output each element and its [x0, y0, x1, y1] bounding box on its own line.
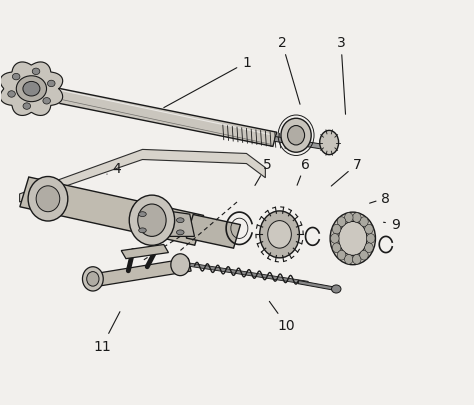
Text: 5: 5 — [255, 157, 272, 186]
Ellipse shape — [338, 222, 367, 256]
Ellipse shape — [288, 126, 305, 145]
Ellipse shape — [176, 230, 184, 235]
Polygon shape — [186, 215, 240, 249]
Ellipse shape — [331, 285, 341, 293]
Ellipse shape — [268, 221, 292, 249]
Polygon shape — [89, 259, 191, 288]
Ellipse shape — [139, 228, 146, 233]
Text: 3: 3 — [337, 36, 346, 115]
Polygon shape — [121, 245, 168, 259]
Ellipse shape — [12, 74, 20, 81]
Text: 10: 10 — [269, 302, 295, 333]
Ellipse shape — [171, 254, 190, 276]
Text: 1: 1 — [164, 56, 251, 109]
Ellipse shape — [366, 234, 375, 244]
Ellipse shape — [365, 243, 373, 253]
Polygon shape — [190, 264, 308, 285]
Polygon shape — [274, 137, 332, 151]
Ellipse shape — [360, 217, 368, 227]
Ellipse shape — [28, 177, 68, 222]
Text: 11: 11 — [93, 312, 120, 353]
Ellipse shape — [319, 131, 338, 155]
Ellipse shape — [43, 98, 50, 105]
Ellipse shape — [260, 211, 300, 258]
Ellipse shape — [345, 255, 353, 264]
Ellipse shape — [345, 213, 353, 223]
Ellipse shape — [360, 251, 368, 260]
Ellipse shape — [138, 205, 166, 237]
Ellipse shape — [353, 255, 361, 264]
Polygon shape — [19, 150, 265, 202]
Ellipse shape — [330, 213, 375, 265]
Ellipse shape — [176, 218, 184, 223]
Ellipse shape — [87, 272, 99, 286]
Ellipse shape — [337, 251, 346, 260]
Ellipse shape — [337, 217, 346, 227]
Ellipse shape — [47, 81, 55, 87]
Ellipse shape — [36, 186, 60, 212]
Ellipse shape — [129, 196, 174, 246]
Ellipse shape — [281, 119, 311, 153]
Ellipse shape — [330, 234, 339, 244]
Polygon shape — [298, 281, 337, 291]
Ellipse shape — [82, 267, 103, 291]
Text: 2: 2 — [277, 36, 300, 105]
Polygon shape — [133, 207, 194, 237]
Ellipse shape — [365, 225, 373, 234]
Ellipse shape — [353, 213, 361, 223]
Polygon shape — [0, 63, 63, 116]
Text: 9: 9 — [383, 218, 400, 232]
Text: 7: 7 — [331, 157, 362, 187]
Ellipse shape — [23, 82, 40, 97]
Ellipse shape — [23, 104, 31, 110]
Text: 6: 6 — [297, 157, 310, 186]
Ellipse shape — [139, 212, 146, 217]
Text: 4: 4 — [107, 161, 121, 175]
Ellipse shape — [332, 225, 341, 234]
Polygon shape — [32, 84, 277, 147]
Ellipse shape — [32, 69, 40, 75]
Polygon shape — [20, 177, 204, 245]
Ellipse shape — [332, 243, 341, 253]
Ellipse shape — [16, 77, 46, 102]
Text: 8: 8 — [370, 192, 390, 205]
Ellipse shape — [8, 92, 15, 98]
